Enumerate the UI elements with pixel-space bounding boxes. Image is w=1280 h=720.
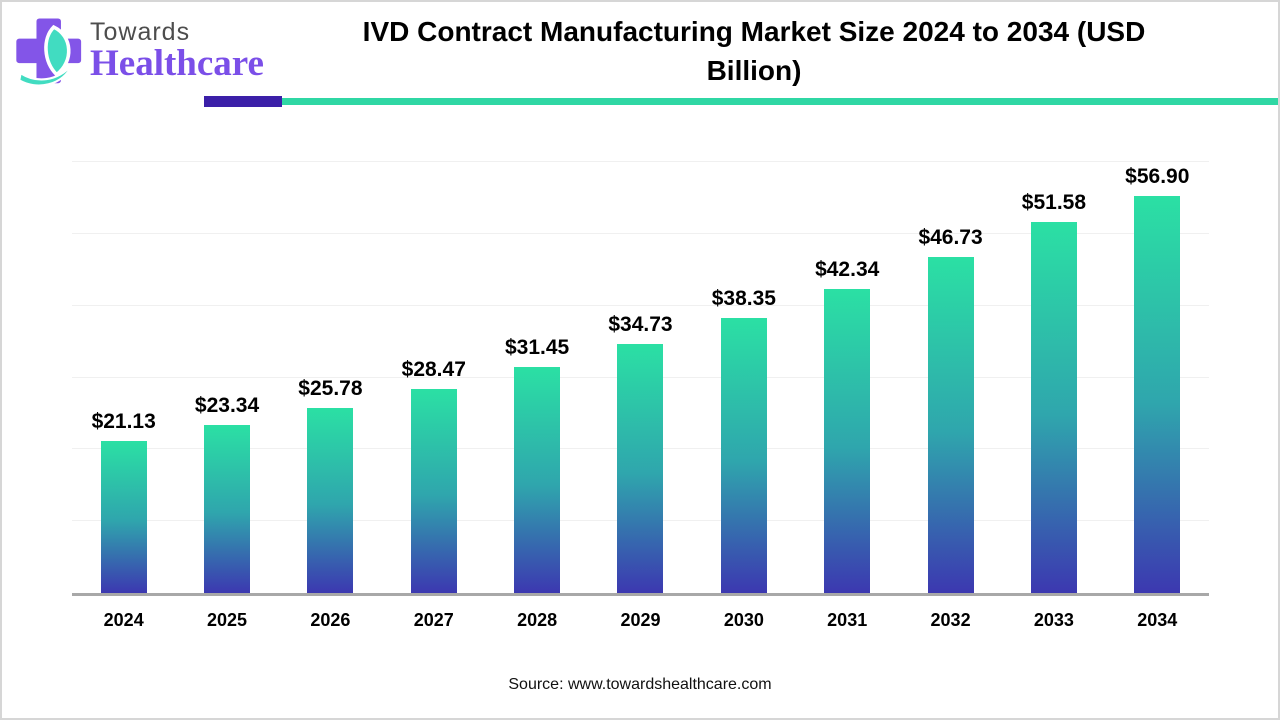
x-axis-label-2031: 2031 [827,610,868,630]
x-axis-label-2024: 2024 [103,610,144,630]
x-axis-label-2027: 2027 [413,610,454,630]
bar-value-label: $23.34 [194,394,260,418]
logo-wordmark: Towards Healthcare [90,20,264,84]
x-axis-label-2029: 2029 [620,610,661,630]
x-axis-label-2025: 2025 [207,610,248,630]
bar-group-2031: $42.34 [796,165,899,593]
bar [617,343,664,593]
plot-area: $21.13 $23.34 $25.78 $28.47 $31.45 $34.73 $38.… [72,161,1209,596]
bar [100,441,147,593]
chart-title: IVD Contract Manufacturing Market Size 2… [362,16,1146,86]
bar-group-2026: $25.78 [279,165,382,593]
logo-towards-text: Towards [90,18,191,46]
bar-group-2027: $28.47 [382,165,485,593]
bar-group-2033: $51.58 [1002,165,1105,593]
bar [927,257,974,593]
bar-value-label: $56.90 [1125,165,1190,188]
source-text: Source: www.towardshealthcare.com [508,676,772,693]
bar-group-2030: $38.35 [692,165,795,593]
bar-group-2024: $21.13 [72,165,175,593]
gridline [72,232,1209,234]
x-axis-label-2032: 2032 [930,610,971,630]
bar-group-2029: $34.73 [589,165,692,593]
logo-cross-leaf-icon [16,18,82,87]
bar-group-2025: $23.34 [175,165,278,593]
x-axis-label-2030: 2030 [723,610,764,630]
bar [204,425,251,593]
bar [514,367,561,593]
towards-healthcare-logo: Towards Healthcare [12,14,264,92]
bar-value-label: $21.13 [91,410,156,434]
bar-value-label: $28.47 [401,357,466,381]
x-axis-labels: 2024 2025 2026 2027 2028 2029 2030 2031 2032 2033… [72,610,1209,631]
bar [410,388,457,593]
bar-value-label: $38.35 [711,286,776,310]
bars-row: $21.13 $23.34 $25.78 $28.47 $31.45 $34.73 $38.… [72,165,1209,593]
logo-leaf-shape [44,24,71,77]
bar-value-label: $31.45 [505,336,570,360]
bar-value-label: $42.34 [815,257,880,281]
bar [824,288,871,593]
x-axis-label-2033: 2033 [1033,610,1074,630]
bar-group-2034: $56.90 [1106,165,1209,593]
header-rule-teal [282,98,1278,105]
logo-swoosh-shape [17,63,74,87]
bar [307,407,354,593]
logo-healthcare-text: Healthcare [90,43,264,84]
bar-value-label: $34.73 [608,312,673,336]
gridline [72,304,1209,306]
header-rule-purple [204,96,282,107]
bar [1134,196,1181,593]
gridline [72,161,1209,162]
bar-group-2028: $31.45 [485,165,588,593]
x-axis-label-2034: 2034 [1137,610,1178,630]
bar [720,317,767,593]
bar-value-label: $51.58 [1021,191,1087,215]
bar-value-label: $25.78 [298,376,363,400]
x-axis-label-2026: 2026 [310,610,351,630]
bar-value-label: $46.73 [918,226,983,250]
bar [1030,222,1077,593]
bar-group-2032: $46.73 [899,165,1002,593]
x-axis-label-2028: 2028 [517,610,558,630]
